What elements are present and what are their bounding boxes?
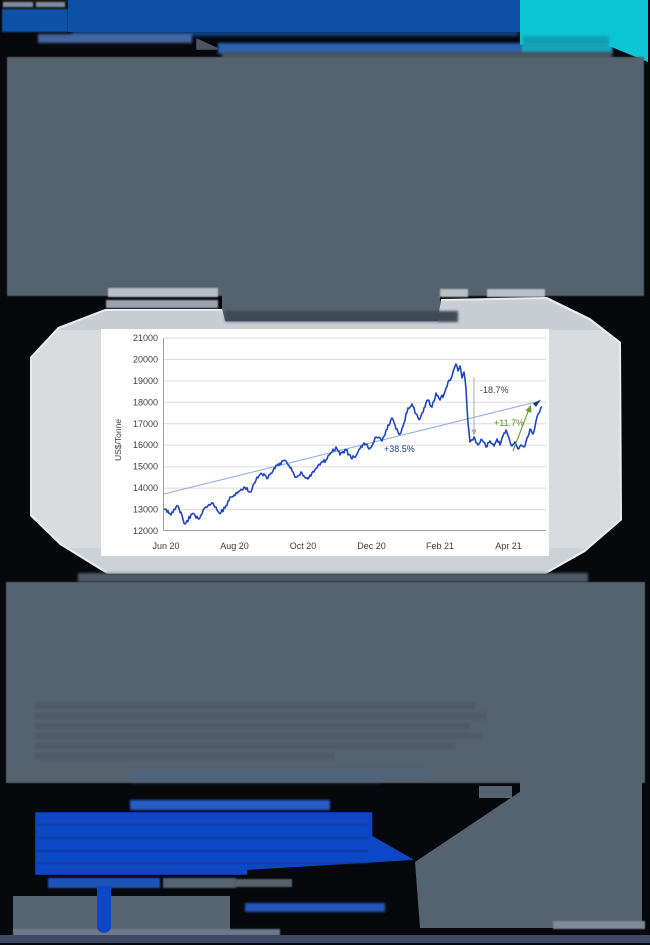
svg-text:18000: 18000 xyxy=(133,397,158,407)
svg-text:+11.7%: +11.7% xyxy=(494,418,524,428)
svg-text:13000: 13000 xyxy=(133,505,158,515)
svg-text:Feb 21: Feb 21 xyxy=(426,541,454,551)
svg-text:Apr 21: Apr 21 xyxy=(495,541,522,551)
svg-text:-18.7%: -18.7% xyxy=(480,385,509,395)
svg-text:Jun 20: Jun 20 xyxy=(152,541,179,551)
svg-text:17000: 17000 xyxy=(133,419,158,429)
svg-text:Oct 20: Oct 20 xyxy=(290,541,317,551)
svg-text:+38.5%: +38.5% xyxy=(384,444,415,454)
svg-text:12000: 12000 xyxy=(133,526,158,536)
svg-text:19000: 19000 xyxy=(133,376,158,386)
svg-text:US$/Tonne: US$/Tonne xyxy=(113,419,123,461)
svg-text:Aug 20: Aug 20 xyxy=(220,541,249,551)
svg-text:14000: 14000 xyxy=(133,483,158,493)
svg-text:20000: 20000 xyxy=(133,354,158,364)
svg-text:Dec 20: Dec 20 xyxy=(357,541,386,551)
svg-text:15000: 15000 xyxy=(133,462,158,472)
svg-text:16000: 16000 xyxy=(133,440,158,450)
svg-text:21000: 21000 xyxy=(133,333,158,343)
